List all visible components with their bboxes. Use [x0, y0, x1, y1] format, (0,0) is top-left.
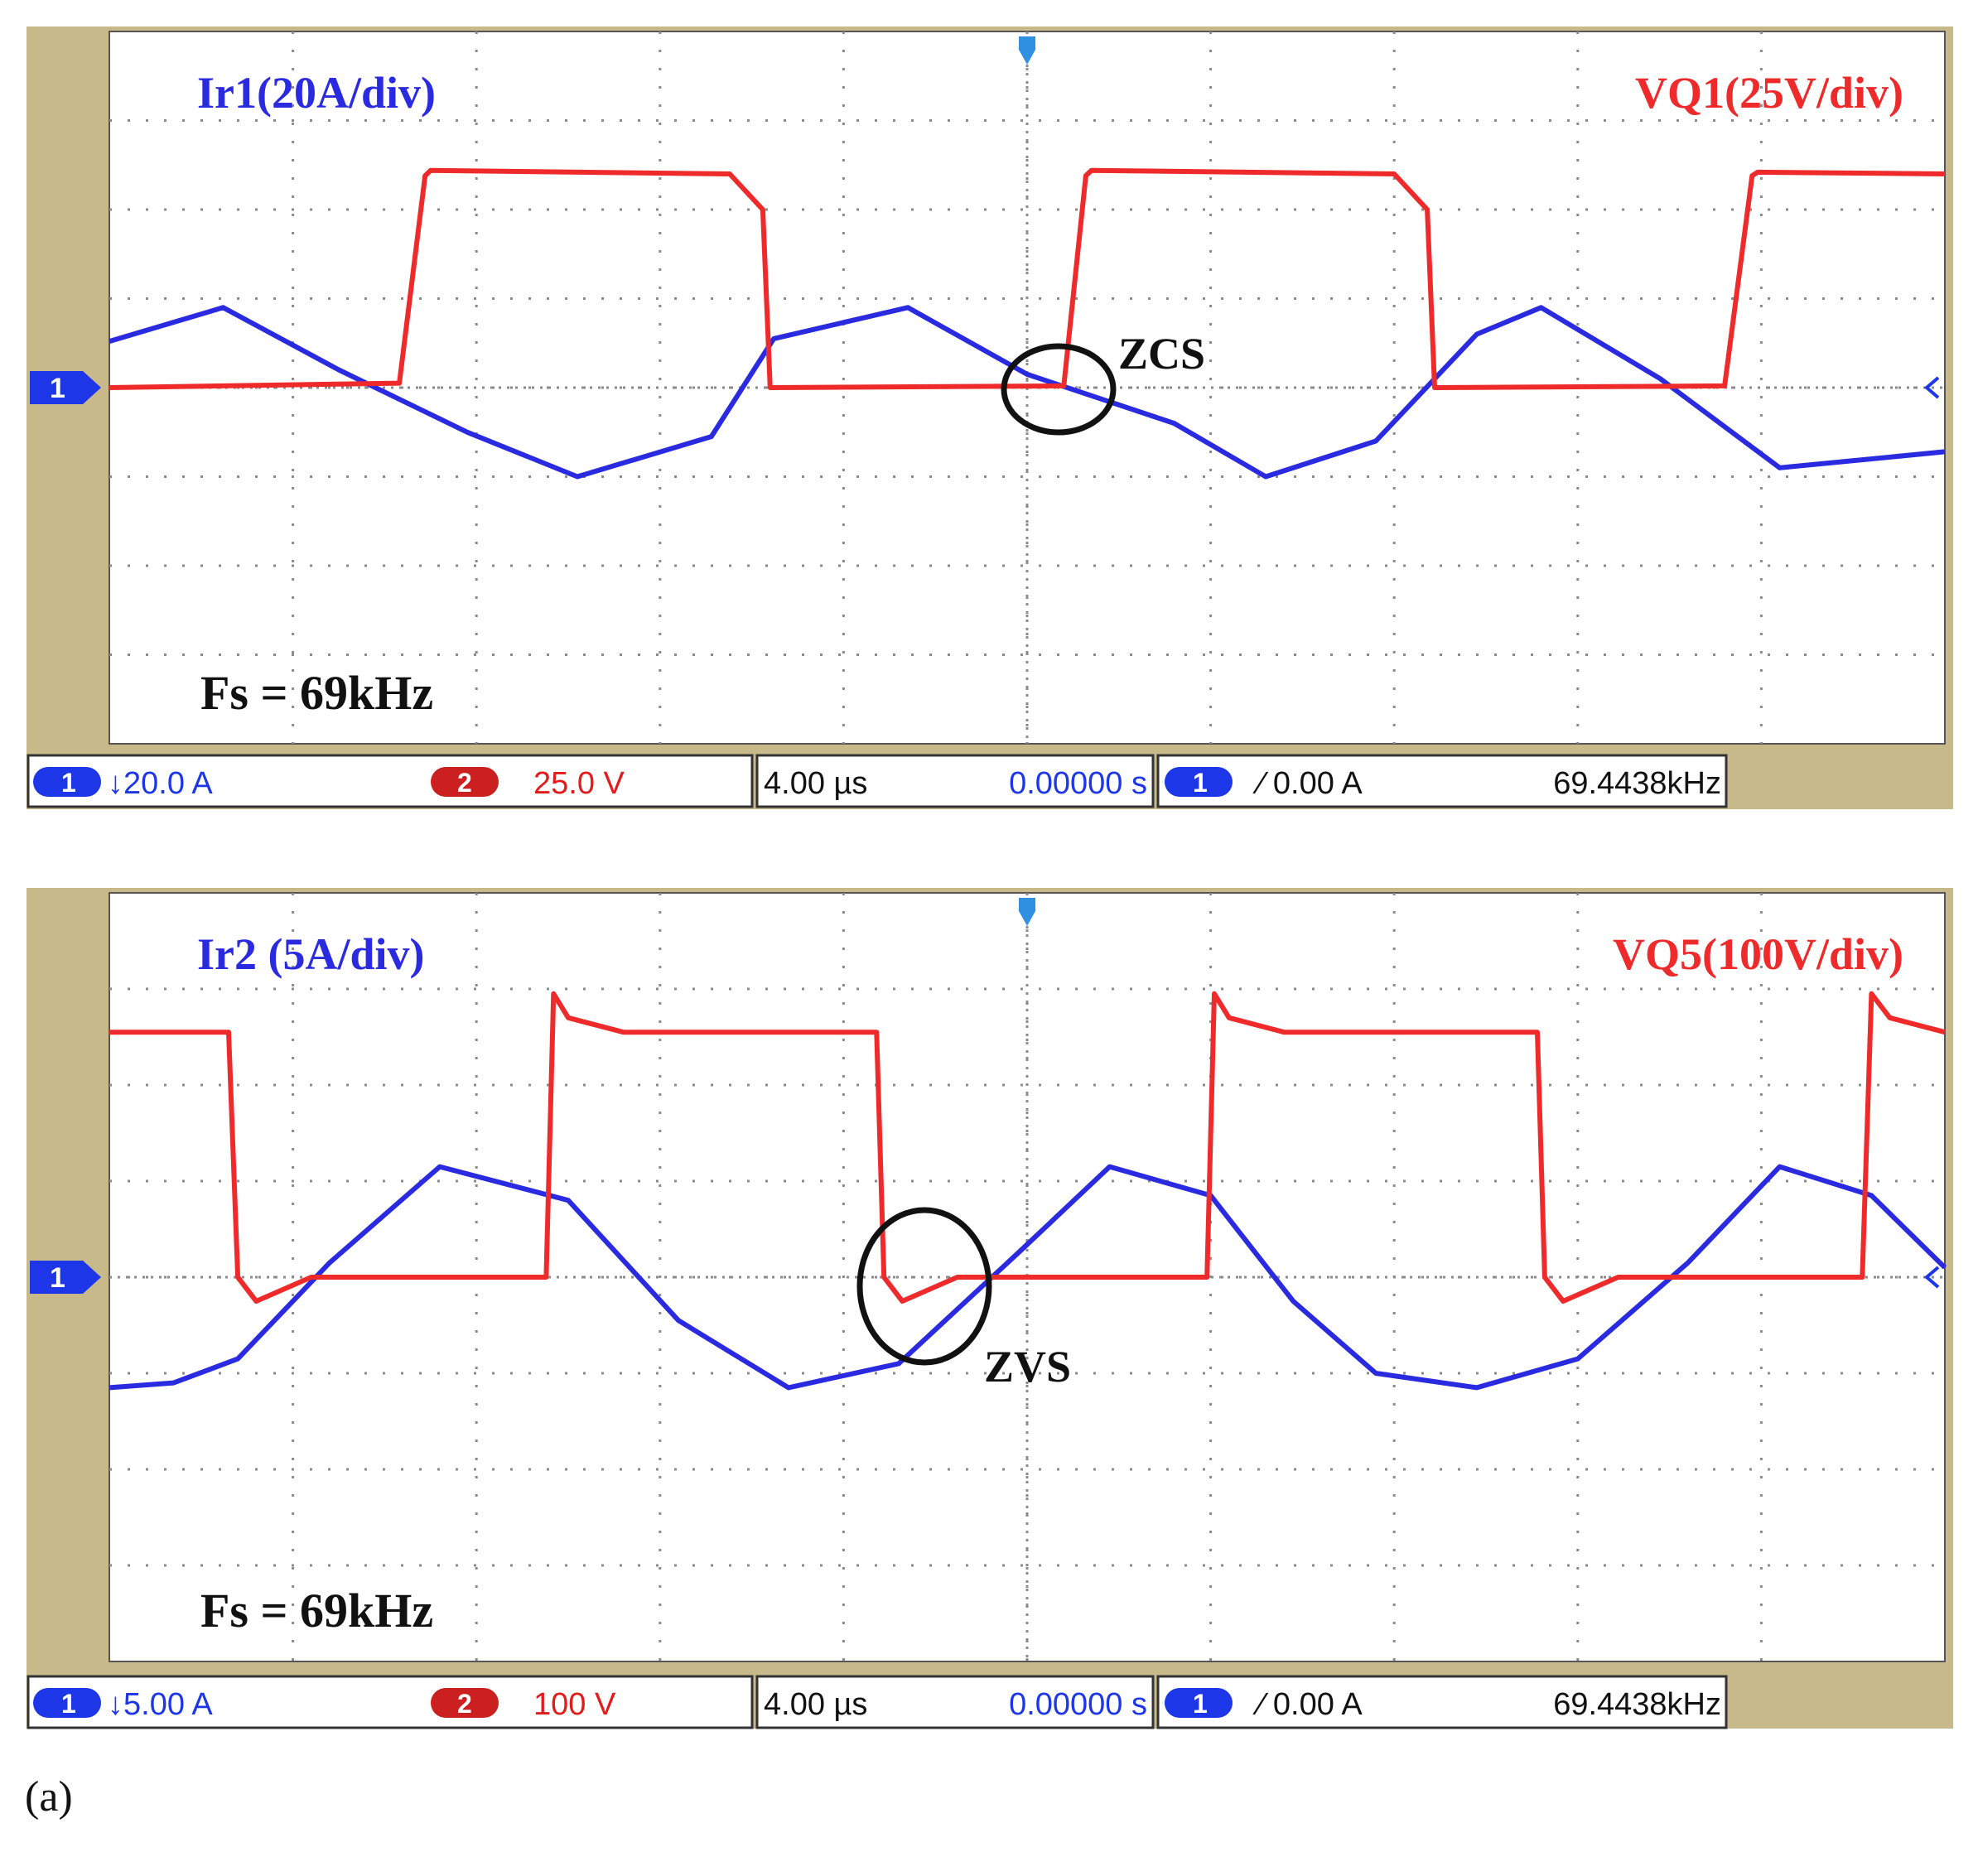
ground-marker-shape	[30, 371, 101, 404]
ground-marker-label: 1	[50, 373, 65, 404]
trigger-channel-badge	[1165, 767, 1233, 797]
current-scale-label: Ir2 (5A/div)	[197, 929, 424, 979]
channel1-badge-label: 1	[61, 1689, 76, 1719]
channel-readout-box	[27, 1675, 754, 1729]
channel1-ground-marker: 1	[30, 371, 101, 404]
panel-label: (a)	[25, 1773, 73, 1821]
switching-frequency-label: Fs = 69kHz	[200, 666, 433, 720]
trigger-channel-badge-label: 1	[1193, 768, 1208, 798]
trigger-level-arrow-icon	[1923, 376, 1940, 399]
ground-marker-shape	[30, 1261, 101, 1294]
trigger-marker-icon	[1019, 898, 1035, 926]
channel-readout-box	[27, 754, 754, 808]
channel1-badge	[33, 767, 101, 797]
channel1-scale: ↓20.0 A	[108, 766, 213, 801]
current-scale-label: Ir1(20A/div)	[197, 68, 436, 118]
voltage-scale-label: VQ1(25V/div)	[1635, 68, 1903, 118]
timebase-value: 4.00 µs	[764, 766, 867, 801]
trigger-position-marker	[1019, 36, 1035, 65]
channel2-badge-label: 2	[457, 768, 472, 798]
trigger-marker-icon	[1019, 36, 1035, 65]
measured-frequency: 69.4438kHz	[1553, 1687, 1721, 1722]
channel1-ground-marker: 1	[30, 1261, 101, 1294]
channel2-badge-label: 2	[457, 1689, 472, 1719]
channel1-badge	[33, 1688, 101, 1718]
trigger-readout-box	[1156, 1675, 1728, 1729]
timebase-readout-box	[755, 754, 1155, 808]
soft-switching-label: ZCS	[1118, 329, 1205, 379]
channel2-scale: 25.0 V	[533, 766, 625, 801]
trigger-channel-badge-label: 1	[1193, 1689, 1208, 1719]
scope-status-bar: 1 ↓5.00 A 2 100 V 4.00 µs 0.00000 s 1 ∕ 0.00 A 6…	[27, 1675, 1728, 1729]
scope-panel-1: 1 Ir1(20A/div) VQ1(25V/div) Fs = 69kHz ZCS 1 ↓…	[27, 27, 1953, 809]
soft-switching-label: ZVS	[984, 1342, 1071, 1391]
trace-vq5	[109, 991, 1946, 1304]
timebase-value: 4.00 µs	[764, 1687, 867, 1722]
trigger-level: ∕ 0.00 A	[1252, 1687, 1363, 1722]
soft-switching-circle	[856, 1207, 992, 1366]
channel1-scale: ↓5.00 A	[108, 1687, 213, 1722]
soft-switching-circle	[1001, 343, 1117, 436]
trigger-channel-badge	[1165, 1688, 1233, 1718]
trigger-level-arrow-icon	[1923, 1266, 1940, 1289]
scope-panel-2: 1 Ir2 (5A/div) VQ5(100V/div) Fs = 69kHz ZVS 1…	[27, 888, 1953, 1729]
trigger-level: ∕ 0.00 A	[1252, 766, 1363, 801]
trigger-readout-box	[1156, 754, 1728, 808]
channel2-badge	[431, 1688, 499, 1718]
ground-marker-label: 1	[50, 1262, 65, 1294]
measured-frequency: 69.4438kHz	[1553, 766, 1721, 801]
channel2-scale: 100 V	[533, 1687, 616, 1722]
trigger-position-marker	[1019, 898, 1035, 926]
channel2-badge	[431, 767, 499, 797]
trace-ir1	[109, 305, 1946, 480]
voltage-scale-label: VQ5(100V/div)	[1613, 929, 1903, 979]
scope-status-bar: 1 ↓20.0 A 2 25.0 V 4.00 µs 0.00000 s 1 ∕ 0.00 A…	[27, 754, 1728, 808]
switching-frequency-label: Fs = 69kHz	[200, 1584, 433, 1637]
channel1-badge-label: 1	[61, 768, 76, 798]
timebase-readout-box	[755, 1675, 1155, 1729]
trace-vq1	[109, 167, 1946, 390]
time-offset-value: 0.00000 s	[1009, 1687, 1147, 1722]
time-offset-value: 0.00000 s	[1009, 766, 1147, 801]
